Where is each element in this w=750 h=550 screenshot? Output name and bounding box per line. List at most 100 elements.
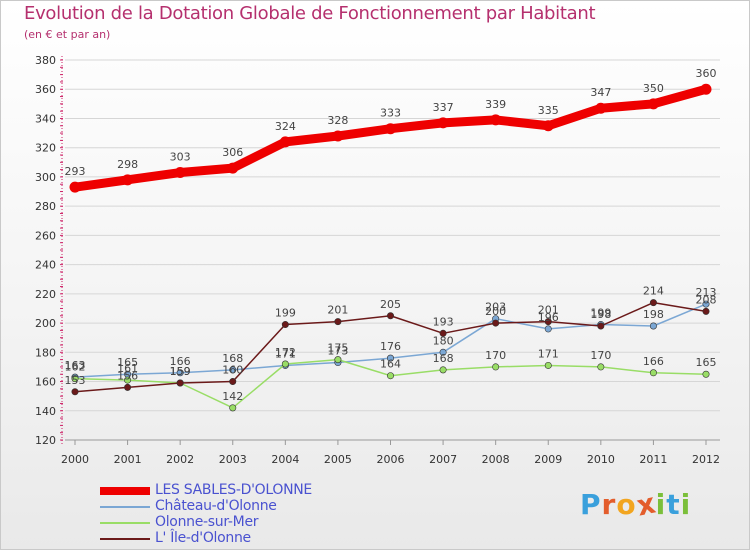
data-point	[332, 130, 344, 142]
x-tick-label: 2000	[61, 453, 89, 466]
data-label: 161	[117, 362, 138, 375]
data-point	[702, 307, 710, 315]
data-point	[647, 98, 659, 110]
y-tick-label: 340	[35, 112, 56, 125]
data-point	[490, 114, 502, 126]
data-label: 205	[380, 298, 401, 311]
data-point	[649, 369, 657, 377]
legend-swatch	[100, 522, 150, 524]
x-tick-label: 2010	[587, 453, 615, 466]
data-label: 196	[538, 311, 559, 324]
data-label: 170	[590, 349, 611, 362]
proxiti-logo: Proxiti	[580, 486, 692, 522]
data-label: 176	[380, 340, 401, 353]
data-point	[386, 312, 394, 320]
data-label: 201	[538, 304, 559, 317]
legend-swatch	[100, 487, 150, 495]
logo-letter: i	[655, 488, 667, 521]
data-point	[124, 383, 132, 391]
data-point	[334, 356, 342, 364]
data-point	[649, 322, 657, 330]
data-label: 214	[643, 285, 664, 298]
logo-letter: r	[601, 488, 617, 521]
data-point	[334, 318, 342, 326]
data-label: 303	[170, 151, 191, 164]
data-point	[492, 363, 500, 371]
data-label: 165	[117, 356, 138, 369]
data-label: 333	[380, 107, 401, 120]
data-label: 159	[170, 365, 191, 378]
data-point	[544, 361, 552, 369]
data-point	[386, 372, 394, 380]
data-label: 193	[433, 315, 454, 328]
y-tick-label: 140	[35, 405, 56, 418]
data-label: 142	[222, 390, 243, 403]
data-label: 171	[275, 347, 296, 360]
data-label: 328	[327, 114, 348, 127]
legend-label: Château-d'Olonne	[155, 498, 277, 514]
x-tick-label: 2002	[166, 453, 194, 466]
chart-title: Evolution de la Dotation Globale de Fonc…	[24, 3, 596, 24]
data-label: 165	[696, 356, 717, 369]
data-point	[437, 117, 449, 129]
data-label: 199	[275, 307, 296, 320]
data-label: 360	[696, 67, 717, 80]
x-tick-label: 2006	[377, 453, 405, 466]
x-tick-label: 2012	[692, 453, 720, 466]
data-label: 175	[327, 342, 348, 355]
data-point	[385, 123, 396, 135]
data-point	[71, 375, 79, 383]
y-tick-label: 320	[35, 142, 56, 155]
data-point	[174, 167, 186, 179]
data-point	[542, 120, 554, 132]
y-tick-label: 200	[35, 317, 56, 330]
data-label: 201	[327, 304, 348, 317]
data-label: 168	[222, 352, 243, 365]
data-point	[597, 322, 605, 330]
data-label: 171	[538, 347, 559, 360]
data-point	[69, 181, 81, 193]
data-point	[71, 388, 79, 396]
data-point	[279, 136, 291, 148]
data-label: 159	[170, 365, 191, 378]
data-point	[544, 318, 552, 326]
data-point	[595, 102, 607, 114]
series-line	[70, 84, 711, 192]
data-label: 172	[275, 346, 296, 359]
x-tick-label: 2001	[114, 453, 142, 466]
data-point	[176, 379, 184, 387]
data-label: 347	[590, 86, 611, 99]
data-point	[702, 300, 710, 308]
data-point	[439, 366, 447, 374]
y-tick-label: 120	[35, 434, 56, 447]
data-point	[227, 162, 239, 174]
data-point	[700, 83, 712, 95]
logo-letter: P	[580, 488, 602, 521]
data-point	[702, 370, 710, 378]
data-label: 166	[170, 355, 191, 368]
data-label: 335	[538, 104, 559, 117]
data-label: 168	[433, 352, 454, 365]
y-tick-label: 380	[35, 54, 56, 67]
legend-swatch	[100, 538, 150, 540]
logo-letter: t	[666, 488, 681, 521]
data-label: 180	[433, 334, 454, 347]
y-tick-label: 260	[35, 229, 56, 242]
data-point	[439, 348, 447, 356]
data-label: 198	[590, 308, 611, 321]
data-label: 337	[433, 101, 454, 114]
x-tick-label: 2004	[271, 453, 299, 466]
x-tick-label: 2008	[482, 453, 510, 466]
chart-subtitle: (en € et par an)	[24, 28, 111, 41]
data-point	[439, 329, 447, 337]
data-point	[281, 321, 289, 329]
logo-letter: i	[680, 488, 692, 521]
x-tick-label: 2011	[639, 453, 667, 466]
data-label: 198	[643, 308, 664, 321]
y-tick-label: 240	[35, 259, 56, 272]
data-label: 200	[485, 305, 506, 318]
data-point	[544, 325, 552, 333]
x-tick-label: 2005	[324, 453, 352, 466]
